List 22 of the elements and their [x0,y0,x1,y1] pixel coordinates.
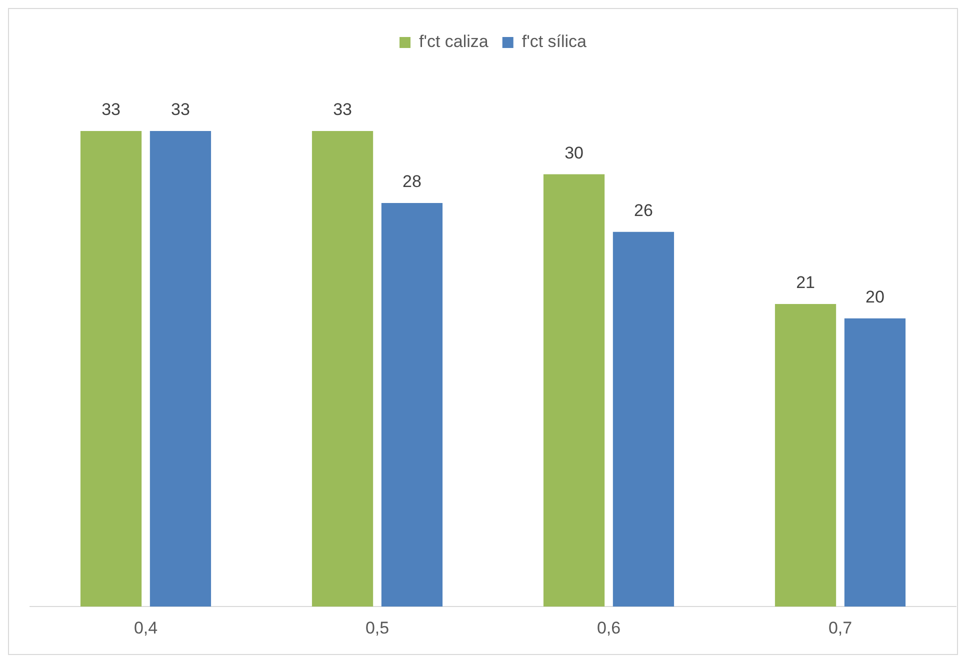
bar [612,232,674,607]
x-tick-label: 0,5 [365,618,390,638]
bar [543,174,605,607]
bar [381,203,443,607]
data-label: 30 [564,143,584,162]
legend-label: f'ct sílica [522,32,588,52]
data-label: 26 [634,201,653,220]
bar [80,131,142,607]
data-label: 20 [866,288,884,307]
x-tick-label: 0,6 [596,618,621,638]
bar [774,304,836,607]
x-tick-label: 0,4 [134,618,158,638]
data-label: 33 [333,100,352,120]
bar [150,131,212,607]
data-label: 21 [796,273,815,292]
bar [844,318,906,607]
x-tick-label: 0,7 [828,618,852,638]
data-label: 33 [171,100,190,120]
data-label: 28 [402,172,422,192]
legend-label: f'ct caliza [418,32,489,52]
bar [312,131,374,607]
data-label: 33 [102,100,120,120]
